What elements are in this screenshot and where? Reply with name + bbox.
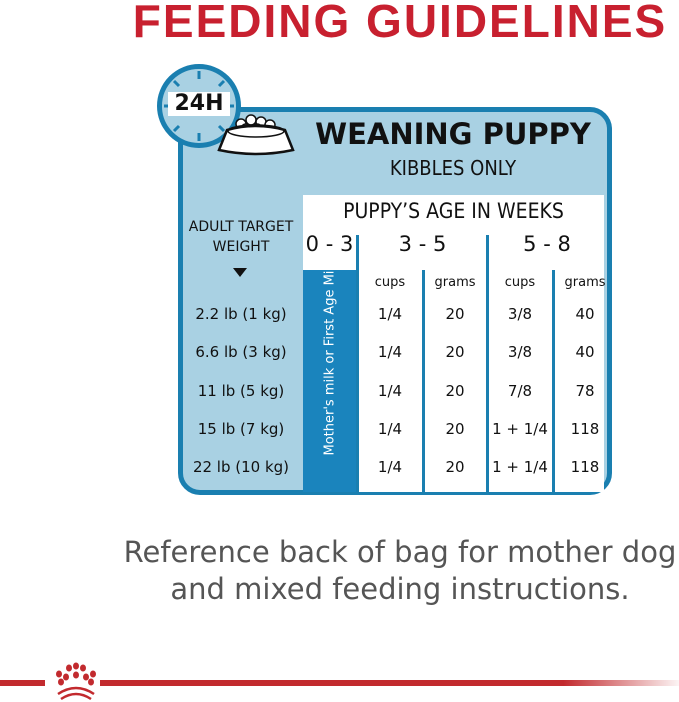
table-cell: 20 — [445, 305, 465, 323]
card-subheading: KIBBLES ONLY — [389, 156, 517, 180]
weight-label: 11 lb (5 kg) — [197, 382, 285, 400]
clock-label: 24H — [168, 92, 230, 116]
unit-header: cups — [374, 275, 406, 290]
table-cell: 40 — [575, 343, 595, 361]
unit-header: cups — [504, 275, 536, 290]
table-cell: 1/4 — [377, 343, 403, 361]
weight-label: 22 lb (10 kg) — [192, 458, 290, 476]
table-cell: 40 — [575, 305, 595, 323]
table-cell: 1 + 1/4 — [492, 420, 548, 438]
weight-label: 15 lb (7 kg) — [197, 420, 285, 438]
reference-note: Reference back of bag for mother dog and… — [123, 535, 677, 606]
table-cell: 1/4 — [377, 382, 403, 400]
divider — [552, 270, 555, 492]
down-triangle-icon — [233, 268, 247, 277]
table-cell: 118 — [570, 458, 600, 476]
age-title: PUPPY’S AGE IN WEEKS — [343, 199, 564, 223]
table-cell: 118 — [570, 420, 600, 438]
divider — [486, 235, 489, 492]
milk-note: Mother's milk or First Age Milk — [322, 259, 338, 456]
weight-label: 6.6 lb (3 kg) — [195, 343, 287, 361]
table-cell: 78 — [575, 382, 595, 400]
table-cell: 20 — [445, 343, 465, 361]
table-cell: 1/4 — [377, 305, 403, 323]
table-cell: 20 — [445, 420, 465, 438]
card-heading: WEANING PUPPY — [315, 117, 591, 151]
divider — [356, 235, 359, 492]
unit-header: grams — [434, 275, 476, 290]
weight-header: ADULT TARGET WEIGHT — [188, 219, 294, 255]
milk-column — [303, 270, 356, 492]
food-bowl-icon — [217, 114, 295, 156]
crown-logo-icon — [56, 662, 96, 701]
weight-label: 2.2 lb (1 kg) — [195, 305, 287, 323]
page-title: FEEDING GUIDELINES — [132, 0, 668, 47]
age-5-8: 5 - 8 — [523, 232, 571, 256]
table-cell: 3/8 — [507, 305, 533, 323]
age-0-3: 0 - 3 — [305, 232, 354, 256]
table-cell: 3/8 — [507, 343, 533, 361]
age-3-5: 3 - 5 — [398, 232, 447, 256]
brand-line — [100, 680, 679, 686]
table-cell: 20 — [445, 382, 465, 400]
table-cell: 7/8 — [507, 382, 533, 400]
unit-header: grams — [564, 275, 606, 290]
table-cell: 20 — [445, 458, 465, 476]
table-cell: 1/4 — [377, 458, 403, 476]
brand-line — [0, 680, 45, 686]
divider — [422, 270, 425, 492]
table-cell: 1/4 — [377, 420, 403, 438]
table-cell: 1 + 1/4 — [492, 458, 548, 476]
